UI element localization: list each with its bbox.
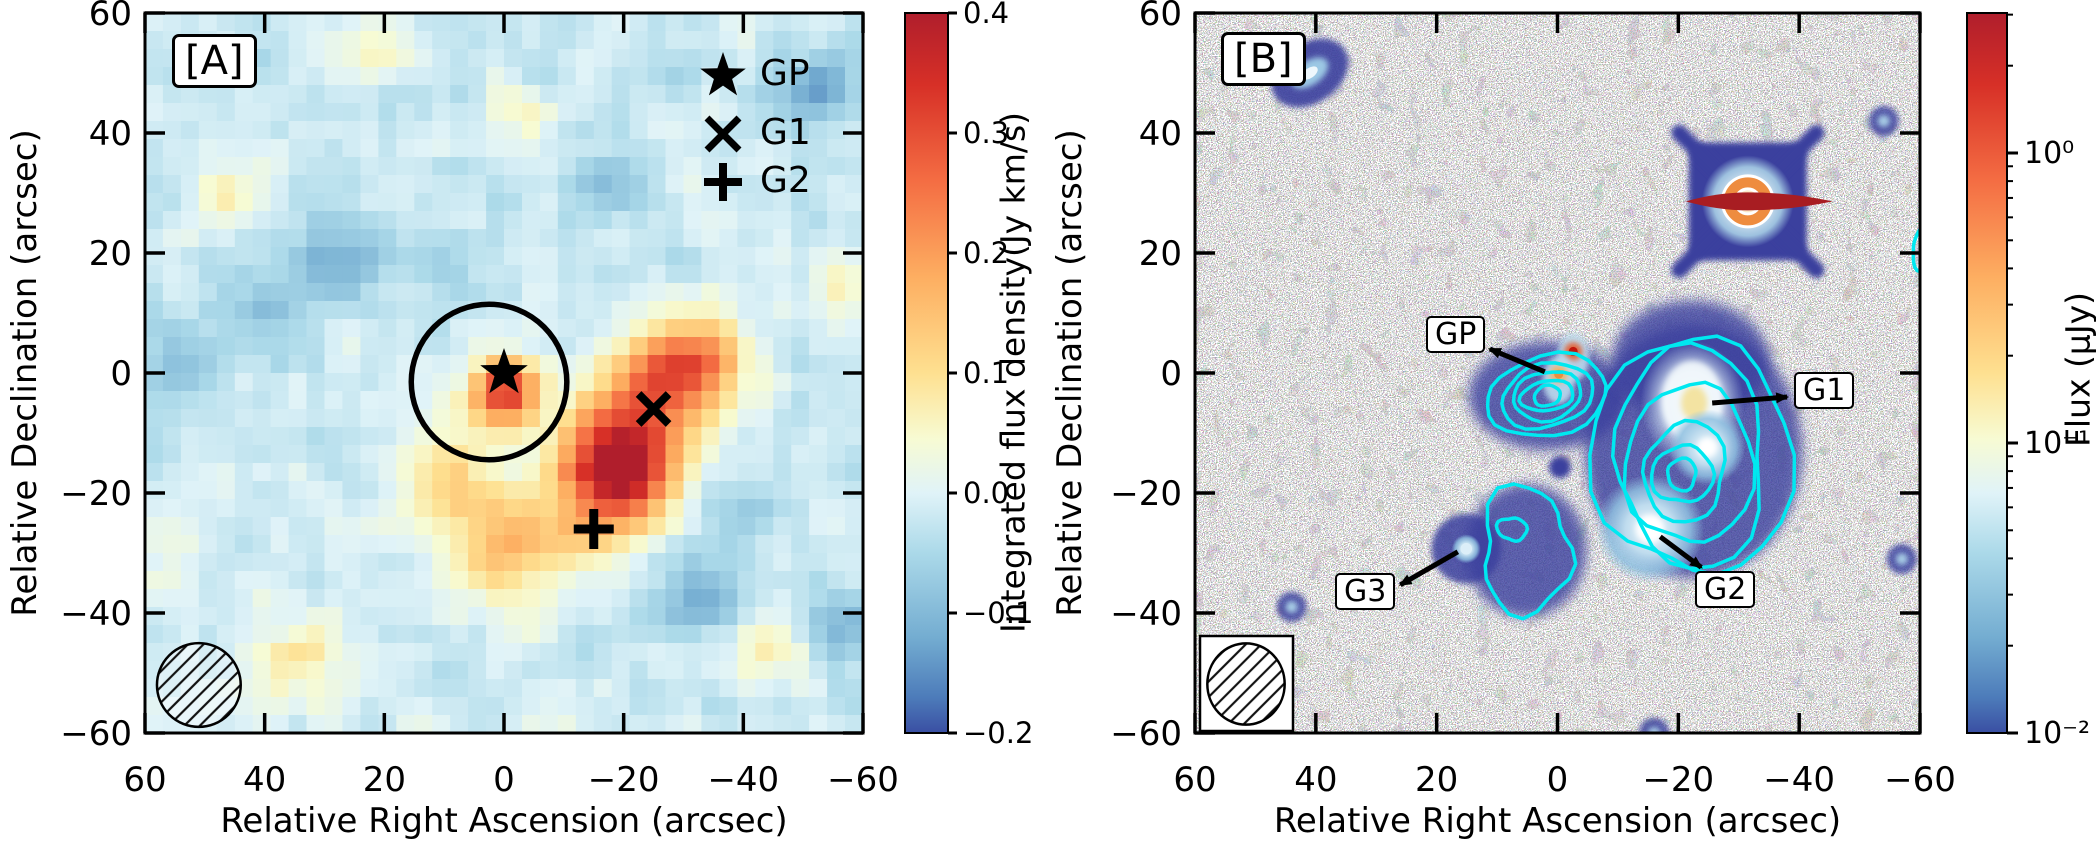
- source-bright-star: [1671, 124, 1833, 278]
- y-tick-label: 20: [1139, 234, 1182, 274]
- y-tick-label: 40: [89, 114, 132, 154]
- panel-a-tag: [A]: [172, 34, 257, 88]
- panel-a-yaxis-label: Relative Declination (arcsec): [5, 129, 45, 617]
- colorbar-b-tick-label: 10⁻¹: [2024, 426, 2090, 461]
- dark-halo: [1465, 484, 1587, 618]
- colorbar-a-tick-label: 0.3: [963, 116, 1009, 150]
- panel-b-yaxis-label: Relative Declination (arcsec): [1050, 129, 1090, 617]
- y-tick-label: 0: [110, 354, 132, 394]
- x-tick-label: −40: [707, 760, 779, 800]
- annotation-arrow-g1: [1711, 392, 1790, 406]
- gp-contours: [1485, 350, 1608, 438]
- marker-g1-x: [635, 391, 672, 427]
- x-tick-label: 60: [1173, 760, 1216, 800]
- x-tick-label: −40: [1763, 760, 1835, 800]
- colorbar-a-tick-label: −0.2: [963, 716, 1033, 750]
- source-faint-galaxy-3: [1276, 592, 1307, 622]
- source-faint-galaxy-2: [1886, 544, 1917, 574]
- legend-markers: [700, 52, 746, 201]
- annotation-arrow-gp: [1487, 346, 1546, 375]
- legend-star-icon: [700, 52, 746, 96]
- y-tick-label: −20: [60, 474, 132, 514]
- x-tick-label: 40: [243, 760, 286, 800]
- y-tick-label: −20: [1110, 474, 1182, 514]
- x-tick-label: −20: [588, 760, 660, 800]
- legend-label-gp: GP: [760, 53, 810, 94]
- legend-label-g2: G2: [760, 160, 811, 201]
- panel-b-xaxis-label: Relative Right Ascension (arcsec): [1273, 801, 1842, 841]
- x-tick-label: 0: [493, 760, 515, 800]
- tail-contour: [1483, 482, 1578, 621]
- annotation-arrow-g3: [1398, 549, 1460, 587]
- tail-inner-contour: [1494, 516, 1530, 544]
- legend-label-g1: G1: [760, 112, 811, 153]
- y-tick-label: −60: [60, 714, 132, 754]
- colorbar-a-tick-label: 0.1: [963, 356, 1009, 390]
- marker-gp-star: [480, 348, 528, 394]
- x-tick-label: 40: [1294, 760, 1337, 800]
- y-tick-label: 60: [89, 0, 132, 34]
- colorbar-b: [1966, 12, 2008, 734]
- colorbar-a-tick-label: 0.2: [963, 236, 1009, 270]
- colorbar-b-label: Flux (μJy): [2058, 291, 2096, 448]
- y-tick-label: −60: [1110, 714, 1182, 754]
- main-contours: [1588, 334, 1797, 577]
- annotation-g1: G1: [1794, 372, 1855, 409]
- panel-b-tag: [B]: [1221, 32, 1306, 86]
- colorbar-a-tick-label: 0.0: [963, 476, 1009, 510]
- beam-box-b: [1198, 634, 1295, 733]
- x-tick-label: 20: [1415, 760, 1458, 800]
- panel-b-axes: 60 40 20 0 −20 −40 −60 60 40 20 0 −20 −40 −60: [1110, 0, 1956, 800]
- panel-a-axes: 60 40 20 0 −20 −40 −60 60 40 20 0 −20 −40 −60: [60, 0, 899, 800]
- colorbar-a-tick-label: −0.1: [963, 596, 1033, 630]
- colorbar-a-label: Integrated flux density(Jy km/s): [993, 111, 1033, 634]
- source-dark-clump: [1548, 456, 1571, 479]
- annotation-gp: GP: [1426, 316, 1486, 353]
- marker-g2-plus: [573, 509, 614, 549]
- x-tick-label: 0: [1547, 760, 1569, 800]
- x-tick-label: −20: [1642, 760, 1714, 800]
- beam-ellipse-a: [155, 641, 242, 729]
- colorbar-a-tick-label: 0.4: [963, 0, 1009, 30]
- x-tick-label: 20: [363, 760, 406, 800]
- gp-aperture-circle: [408, 301, 570, 463]
- colorbar-a: 0.4 0.3 0.2 0.1 0.0 −0.1 −0.2: [904, 0, 1033, 750]
- panel-a-heatmap: [145, 13, 863, 733]
- y-tick-label: −40: [1110, 594, 1182, 634]
- y-tick-label: 40: [1139, 114, 1182, 154]
- x-tick-label: −60: [1884, 760, 1956, 800]
- x-tick-label: 60: [123, 760, 166, 800]
- annotation-g3: G3: [1335, 573, 1396, 610]
- colorbar-b-tick-label: 10⁰: [2024, 136, 2074, 171]
- y-tick-label: 60: [1139, 0, 1182, 34]
- annotation-g2: G2: [1695, 571, 1756, 608]
- y-tick-label: −40: [60, 594, 132, 634]
- source-faint-galaxy-1: [1868, 106, 1899, 136]
- y-tick-label: 0: [1160, 354, 1182, 394]
- saturation-streak: [1685, 192, 1833, 211]
- colorbar-b-ticks: 10⁰ 10⁻¹ 10⁻²: [2007, 13, 2090, 751]
- y-tick-label: 20: [89, 234, 132, 274]
- annotation-arrow-g2: [1658, 534, 1703, 570]
- edge-contour: [1911, 227, 1920, 274]
- panel-a-xaxis-label: Relative Right Ascension (arcsec): [220, 801, 788, 841]
- x-tick-label: −60: [827, 760, 899, 800]
- colorbar-b-tick-label: 10⁻²: [2024, 716, 2090, 751]
